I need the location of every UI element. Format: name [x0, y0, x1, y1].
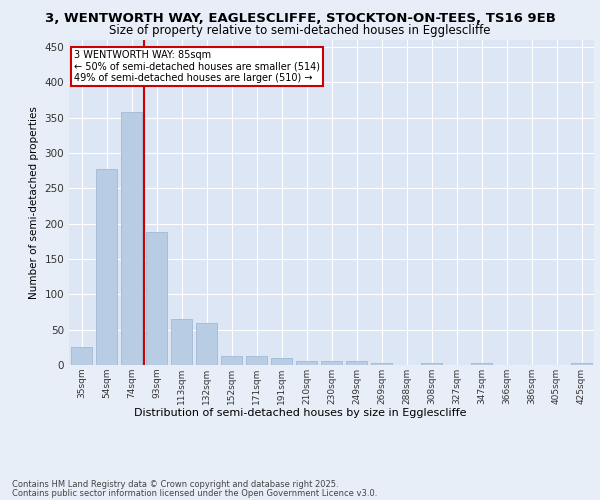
Text: 3 WENTWORTH WAY: 85sqm
← 50% of semi-detached houses are smaller (514)
49% of se: 3 WENTWORTH WAY: 85sqm ← 50% of semi-det… [74, 50, 320, 83]
Bar [321, 362, 342, 365]
Text: Size of property relative to semi-detached houses in Egglescliffe: Size of property relative to semi-detach… [109, 24, 491, 37]
Bar [296, 362, 317, 365]
Text: Distribution of semi-detached houses by size in Egglescliffe: Distribution of semi-detached houses by … [134, 408, 466, 418]
Bar [421, 363, 442, 365]
Bar [221, 356, 242, 365]
Bar [171, 319, 192, 365]
Text: 3, WENTWORTH WAY, EAGLESCLIFFE, STOCKTON-ON-TEES, TS16 9EB: 3, WENTWORTH WAY, EAGLESCLIFFE, STOCKTON… [44, 12, 556, 26]
Bar [271, 358, 292, 365]
Bar [571, 363, 592, 365]
Text: Contains public sector information licensed under the Open Government Licence v3: Contains public sector information licen… [12, 488, 377, 498]
Bar [121, 112, 142, 365]
Bar [246, 356, 267, 365]
Bar [371, 363, 392, 365]
Text: Contains HM Land Registry data © Crown copyright and database right 2025.: Contains HM Land Registry data © Crown c… [12, 480, 338, 489]
Bar [146, 232, 167, 365]
Bar [71, 348, 92, 365]
Bar [346, 362, 367, 365]
Bar [96, 170, 117, 365]
Bar [196, 322, 217, 365]
Y-axis label: Number of semi-detached properties: Number of semi-detached properties [29, 106, 39, 299]
Bar [471, 363, 492, 365]
